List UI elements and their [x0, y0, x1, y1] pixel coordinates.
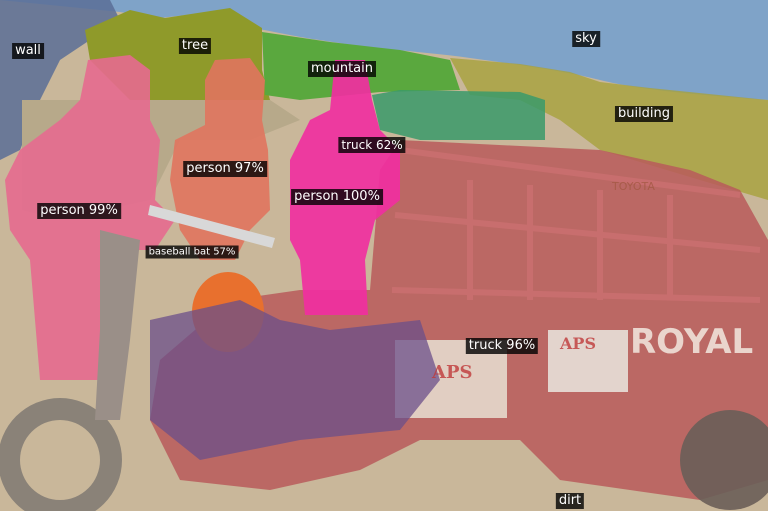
baseball-bat-region	[148, 205, 275, 248]
label-wall: wall	[12, 43, 44, 59]
label-building: building	[614, 106, 674, 122]
royal-sign-text: ROYAL	[630, 322, 754, 362]
label-dirt: dirt	[555, 493, 585, 509]
toyota-text: TOYOTA	[612, 180, 655, 193]
rear-wheel	[680, 410, 768, 510]
front-wheel-hub	[20, 420, 100, 500]
label-sky: sky	[572, 31, 600, 47]
label-truck-96: truck 96%	[465, 338, 539, 354]
label-truck-62: truck 62%	[338, 137, 406, 153]
truck-rails	[391, 147, 761, 303]
person-97-region	[170, 58, 270, 260]
label-baseball-bat: baseball bat 57%	[145, 245, 239, 259]
label-tree: tree	[178, 38, 212, 54]
label-person-97: person 97%	[183, 161, 267, 177]
cargo-region	[150, 300, 440, 460]
label-person-99: person 99%	[37, 203, 121, 219]
label-person-100: person 100%	[291, 189, 383, 205]
building-region	[450, 58, 768, 200]
label-mountain: mountain	[307, 61, 377, 77]
motorcycle-fork	[95, 230, 140, 420]
aps-panel-text: APS	[560, 334, 596, 353]
aps-box-text: APS	[432, 362, 473, 383]
sign-panel	[548, 330, 628, 392]
person-100-region	[290, 60, 400, 315]
small-truck-region	[372, 90, 545, 140]
sky-region	[0, 0, 768, 100]
